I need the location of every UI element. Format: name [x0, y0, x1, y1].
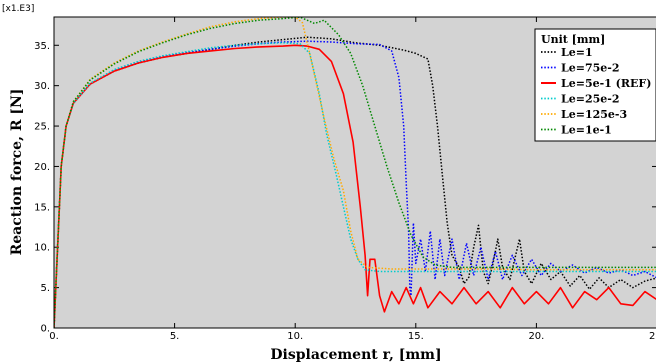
series-line: [54, 42, 656, 328]
y-tick-label: 15.: [34, 202, 50, 213]
y-tick-label: 20.: [34, 162, 50, 173]
x-tick-label: 5.: [170, 331, 180, 342]
legend-entry: Le=1: [561, 46, 593, 59]
x-tick-label: 25.: [649, 331, 656, 342]
legend-title: Unit [mm]: [541, 33, 605, 46]
y-tick-label: 25.: [34, 122, 50, 133]
y-axis-title: Reaction force, R [N]: [9, 89, 25, 256]
y-tick-label: 30.: [34, 81, 50, 92]
x-tick-label: 0.: [49, 331, 59, 342]
legend: Unit [mm] Le=1 Le=75e-2 Le=5e-1 (REF) Le=25…: [534, 28, 656, 142]
y-tick-label: 5.: [40, 283, 50, 294]
legend-entry: Le=5e-1 (REF): [561, 77, 651, 90]
y-axis-multiplier: [x1.E3]: [2, 4, 34, 14]
y-tick-label: 0.: [40, 324, 50, 335]
legend-entry: Le=125e-3: [561, 108, 627, 121]
series-line: [54, 40, 656, 328]
x-tick-label: 10.: [287, 331, 303, 342]
plot-frame: [53, 16, 656, 329]
series-line: [54, 17, 656, 328]
series-line: [54, 44, 656, 328]
legend-entry: Le=25e-2: [561, 93, 619, 106]
legend-entry: Le=1e-1: [561, 124, 612, 137]
legend-entry: Le=75e-2: [561, 62, 619, 75]
y-tick-label: 10.: [34, 243, 50, 254]
y-tick-label: 35.: [34, 41, 50, 52]
x-tick-label: 20.: [528, 331, 544, 342]
x-tick-label: 15.: [408, 331, 424, 342]
x-axis-title: Displacement r, [mm]: [270, 347, 441, 363]
legend-box: [534, 28, 656, 142]
